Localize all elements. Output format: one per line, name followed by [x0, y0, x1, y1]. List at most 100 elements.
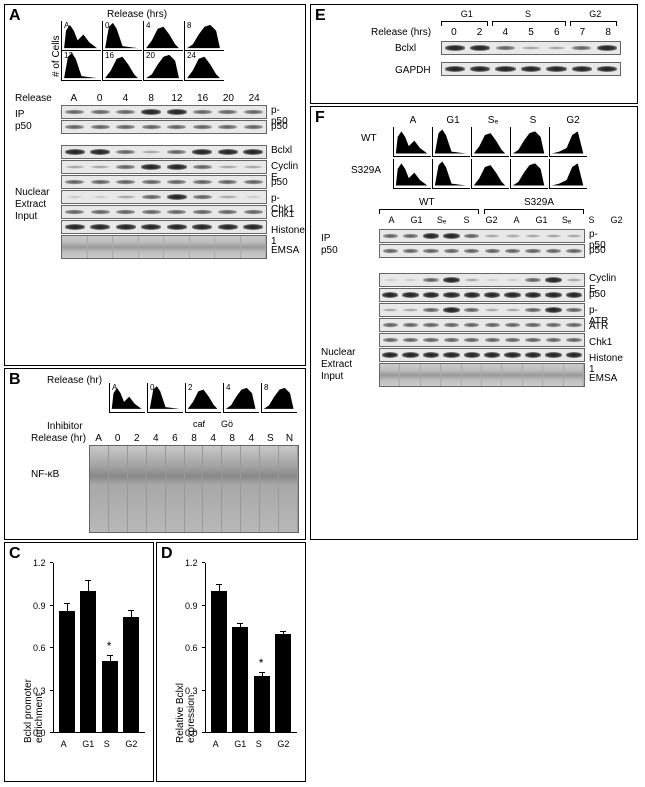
- panel-c-label: C: [9, 545, 21, 563]
- lane-label: 2: [127, 433, 146, 444]
- lane-label: N: [280, 433, 299, 444]
- bar-category: A: [61, 739, 67, 749]
- blot-label: EMSA: [589, 373, 617, 384]
- lane-label: 2: [467, 27, 493, 38]
- release-value: A: [61, 93, 87, 104]
- emsa-row: [379, 363, 585, 387]
- blot-row: [379, 318, 585, 332]
- blot-row: [379, 348, 585, 362]
- lane-label: 7: [570, 27, 596, 38]
- lane-label: 0: [441, 27, 467, 38]
- lane-label: A: [379, 215, 404, 225]
- histogram-cell: 16: [102, 51, 142, 81]
- inhibitor-group: Gö: [221, 419, 233, 429]
- lane-label: 8: [595, 27, 621, 38]
- lane-label: A: [504, 215, 529, 225]
- blot-label: GAPDH: [395, 65, 431, 76]
- bar: [59, 611, 75, 733]
- lane-labels-b: A02468484SN: [89, 433, 299, 444]
- blot-row: [379, 333, 585, 347]
- blot-label: p50: [271, 177, 288, 188]
- blot-row: [61, 205, 267, 219]
- inhibitor-groups: caf Gö: [193, 419, 233, 429]
- histogram-cell: 20: [143, 51, 183, 81]
- release-value: 24: [241, 93, 267, 104]
- lane-label: 4: [492, 27, 518, 38]
- lane-label: G1: [404, 215, 429, 225]
- blot-label: Bclxl: [271, 145, 292, 156]
- blot-row: [61, 120, 267, 134]
- lane-labels-e: 0245678: [441, 27, 621, 38]
- bar-category: G2: [125, 739, 137, 749]
- panel-a-label: A: [9, 7, 21, 25]
- release-value: 12: [164, 93, 190, 104]
- histogram-row-mut: [393, 159, 587, 189]
- lane-label: G2: [479, 215, 504, 225]
- phase-group: S: [525, 9, 531, 19]
- inhibitor-group: caf: [193, 419, 205, 429]
- lane-label: S: [261, 433, 280, 444]
- panel-b: B Release (hr) A0248 Inhibitor Release (…: [4, 368, 306, 540]
- release-value: 20: [216, 93, 242, 104]
- blots-ip-a: [61, 105, 267, 135]
- blot-label: p50: [271, 121, 288, 132]
- nuclear-label-f: NuclearExtractInput: [321, 347, 355, 383]
- blot-row: [61, 160, 267, 174]
- bar-category: G1: [234, 739, 246, 749]
- lane-label: S: [579, 215, 604, 225]
- blot-label: Histone 1: [589, 353, 623, 375]
- lane-label: A: [89, 433, 108, 444]
- bar: [254, 676, 270, 733]
- phase-labels-f: AG1SₑSG2: [393, 115, 593, 126]
- bar-category: G2: [277, 739, 289, 749]
- blot-label: Chk1: [589, 337, 612, 348]
- panel-f-label: F: [315, 109, 325, 127]
- bar: [80, 591, 96, 733]
- blot-row: [379, 288, 585, 302]
- release-value: 16: [190, 93, 216, 104]
- panel-d: D Relative Bclxlexpression 0.00.30.60.91…: [156, 542, 306, 782]
- blots-ip-f: [379, 229, 585, 259]
- panel-b-label: B: [9, 371, 21, 389]
- histogram-cell: 8: [261, 383, 297, 413]
- blot-row: [379, 244, 585, 258]
- blot-row: [379, 229, 585, 243]
- blots-input-a: [61, 145, 267, 259]
- histogram-cell: 4: [223, 383, 259, 413]
- blots-e: [441, 41, 621, 77]
- blot-row: [379, 273, 585, 287]
- lane-labels-f: AG1SₑSG2AG1SₑSG2: [379, 215, 629, 225]
- bar-category: S: [104, 739, 110, 749]
- emsa-row: [61, 235, 267, 259]
- histogram-cell: 12: [61, 51, 101, 81]
- bar-category: G1: [82, 739, 94, 749]
- lane-label: 6: [544, 27, 570, 38]
- release-header-a: Release (hrs): [107, 9, 167, 20]
- histogram-cell: [549, 127, 587, 157]
- bar: [102, 661, 118, 733]
- histogram-cell: [393, 159, 431, 189]
- ip-p50-label-f: IPp50: [321, 233, 338, 257]
- lane-label: 5: [518, 27, 544, 38]
- lane-label: 6: [165, 433, 184, 444]
- bar: [123, 617, 139, 733]
- phase-group: G1: [461, 9, 473, 19]
- histogram-cell: 0: [102, 21, 142, 51]
- blot-row: [379, 303, 585, 317]
- bar-chart-d: 0.00.30.60.91.2AG1S*G2: [205, 563, 297, 753]
- lane-label: 4: [242, 433, 261, 444]
- blot-label: EMSA: [271, 245, 299, 256]
- panel-e: E G1SG2 Release (hrs) 0245678 BclxlGAPDH: [310, 4, 638, 104]
- histogram-cell: 4: [143, 21, 183, 51]
- phase-group: G2: [589, 9, 601, 19]
- panel-a: A Release (hrs) # of Cells A04812162024 …: [4, 4, 306, 366]
- lane-label: G1: [529, 215, 554, 225]
- lane-label: 4: [146, 433, 165, 444]
- release-value: 8: [138, 93, 164, 104]
- lane-label: 8: [223, 433, 242, 444]
- blot-label: Bclxl: [395, 43, 416, 54]
- release-value: 4: [113, 93, 139, 104]
- blot-label: Histone 1: [271, 225, 305, 247]
- inhibitor-label: Inhibitor: [47, 421, 83, 432]
- panel-c: C Bclxl promoterenrichment 0.00.30.60.91…: [4, 542, 154, 782]
